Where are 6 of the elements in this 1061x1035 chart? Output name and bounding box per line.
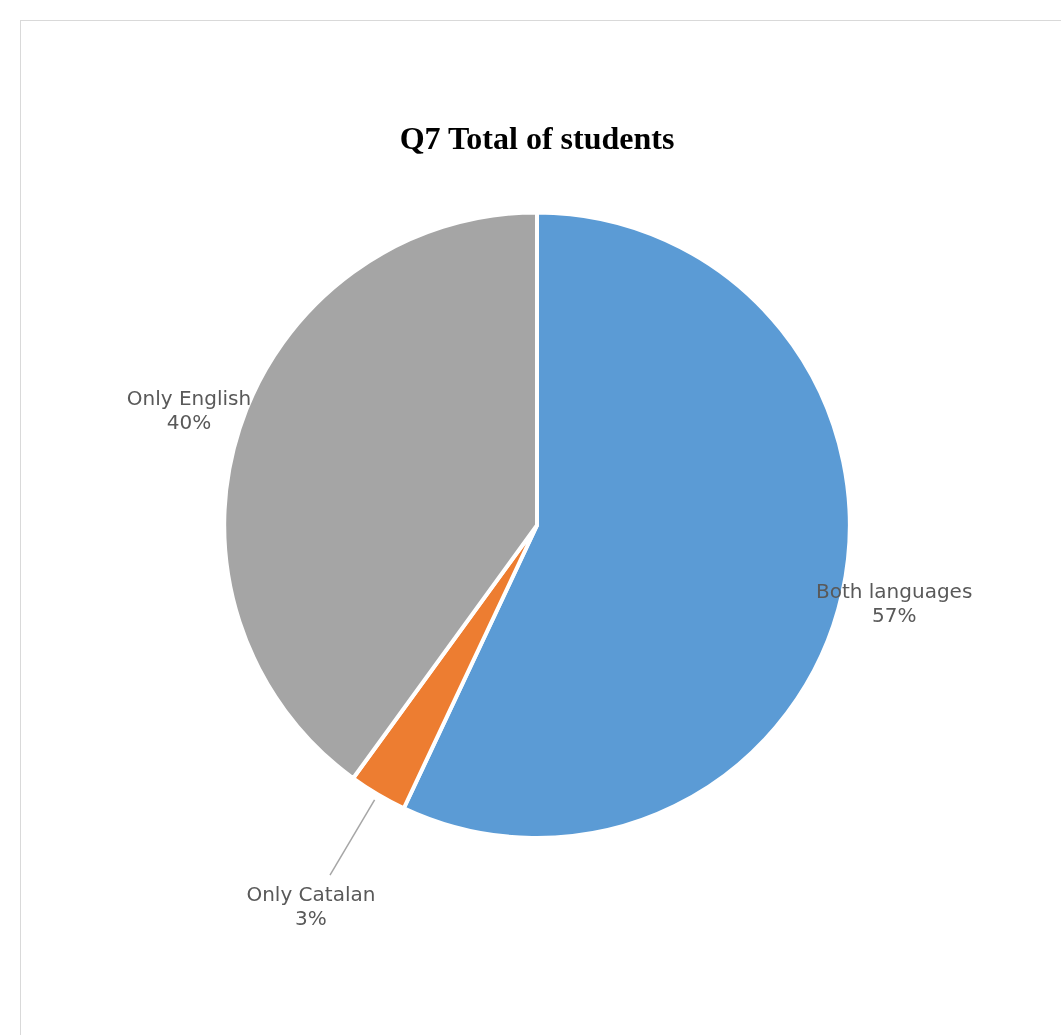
slice-label: Only English <box>126 386 252 411</box>
chart-title: Q7 Total of students <box>399 120 675 157</box>
data-label: 40% <box>166 410 212 435</box>
data-label: 57% <box>871 603 917 628</box>
slice-label: Only Catalan <box>246 881 376 906</box>
data-label: 3% <box>295 905 327 930</box>
